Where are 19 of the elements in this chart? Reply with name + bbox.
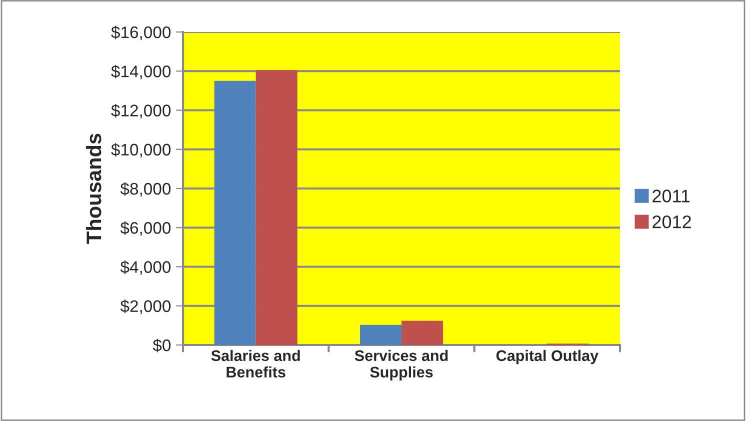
y-tick-label: $12,000 [111,104,171,118]
y-tick-label: $16,000 [111,26,171,40]
x-tick-label: Capital Outlay [496,350,598,364]
y-tick-label: $14,000 [111,64,171,80]
legend-label: 2012 [652,215,691,228]
bar [214,80,256,345]
y-tick-label: $0 [152,338,171,352]
legend-label: 2011 [652,190,690,202]
bar [256,70,298,345]
y-tick-label: $8,000 [120,182,171,197]
y-tick-label: $2,000 [120,300,171,314]
bar [360,324,402,345]
y-tick-label: $4,000 [120,260,171,275]
y-tick-label: $6,000 [120,221,171,236]
y-axis-title: Thousands [86,134,102,244]
x-tick-label: Salaries and Benefits [211,350,300,378]
y-tick-label: $10,000 [111,143,171,158]
bar [402,320,444,345]
x-tick-label: Services and Supplies [354,350,448,381]
